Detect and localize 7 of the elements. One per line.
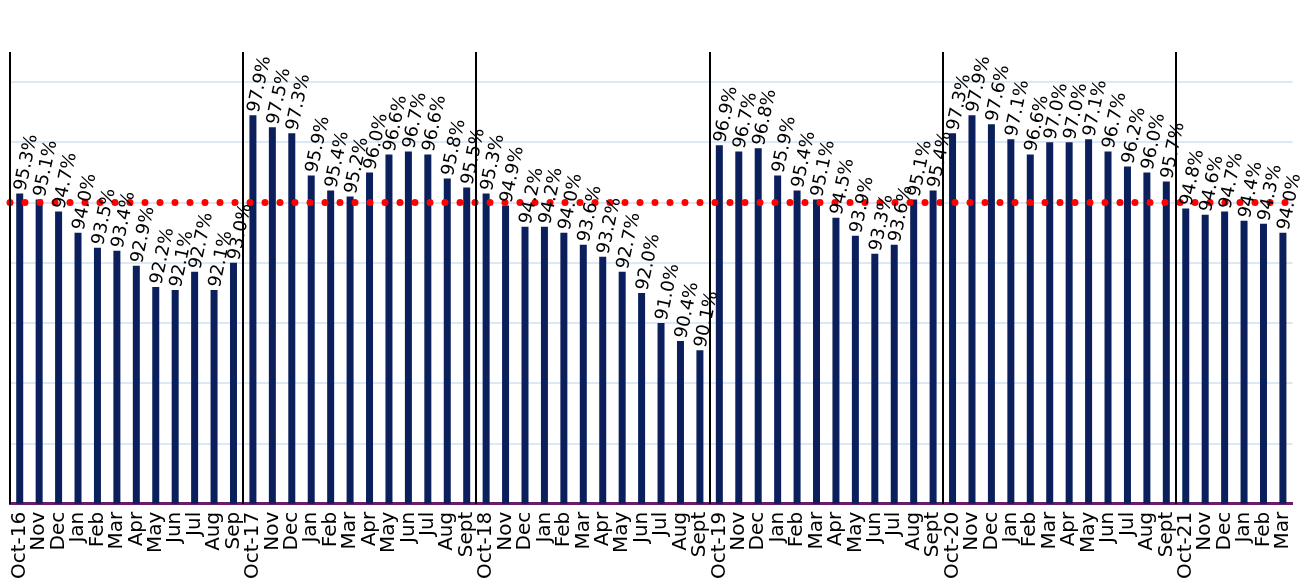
x-tick-label: Jul bbox=[880, 511, 905, 538]
x-tick-label: Jul bbox=[180, 511, 205, 538]
x-tick-label: Mar bbox=[103, 510, 128, 550]
x-tick-label: Jul bbox=[647, 511, 672, 538]
x-tick-label: Jul bbox=[1113, 511, 1138, 538]
x-tick-label: Mar bbox=[1269, 510, 1294, 550]
x-tick-label: Jul bbox=[414, 511, 439, 538]
